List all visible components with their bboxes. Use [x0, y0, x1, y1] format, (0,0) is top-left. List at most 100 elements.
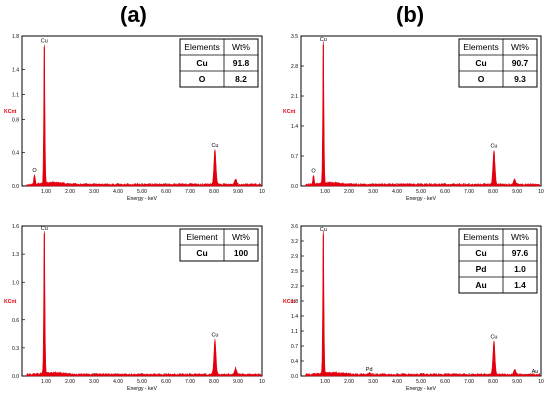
peak-label: Cu	[41, 226, 48, 232]
y-tick-label: 0.4	[291, 359, 298, 365]
peak-label: Cu	[41, 39, 48, 45]
table-cell: Cu	[196, 248, 207, 258]
x-tick-label: 3.00	[368, 379, 378, 385]
x-tick-label: 5.00	[137, 379, 147, 385]
peak-label: Cu	[490, 143, 497, 149]
x-tick-label: 10	[259, 379, 265, 385]
y-tick-label: 2.9	[291, 254, 298, 260]
x-tick-label: 10	[259, 189, 265, 195]
y-tick-label: 0.6	[12, 318, 19, 324]
y-tick-label: 2.2	[291, 284, 298, 290]
y-tick-label: 1.4	[291, 124, 298, 130]
peak-label: Pd	[366, 367, 373, 373]
table-cell: Cu	[475, 58, 486, 68]
table-cell: 97.6	[512, 248, 529, 258]
x-tick-label: 3.00	[89, 379, 99, 385]
peak-label: Cu	[490, 335, 497, 341]
x-axis-label: Energy - keV	[406, 386, 437, 392]
y-tick-label: 1.3	[12, 252, 19, 258]
x-tick-label: 10	[538, 189, 544, 195]
x-axis-label: Energy - keV	[406, 196, 437, 202]
spectrum-panel-a-bottom: 0.0 0.3 0.6 1.0 1.3 1.6 KCnt 1.00 2.00 3.00 4.00 5.…	[4, 224, 265, 392]
table-cell: Pd	[476, 264, 487, 274]
x-tick-label: 4.00	[113, 379, 123, 385]
x-tick-label: 8.00	[488, 189, 498, 195]
peak-label: O	[32, 168, 37, 174]
x-tick-label: 4.00	[113, 189, 123, 195]
table-header-cell: Wt%	[232, 232, 250, 242]
spectrum-series	[305, 230, 541, 377]
x-tick-label: 7.00	[185, 379, 195, 385]
y-tick-label: 0.4	[12, 151, 19, 157]
x-tick-label: 2.00	[65, 189, 75, 195]
spectrum-panel-b-bottom: 0.0 0.4 0.7 1.1 1.4 1.8 2.2 2.5 2.9 3.2 3.6 KCnt 1.0…	[283, 224, 544, 392]
y-axis-label: KCnt	[283, 299, 296, 305]
x-tick-label: 1.00	[41, 379, 51, 385]
table-cell: 100	[234, 248, 248, 258]
x-tick-label: 3.00	[368, 189, 378, 195]
x-tick-label: 9.00	[233, 189, 243, 195]
table-header-cell: Elements	[463, 42, 498, 52]
y-tick-label: 0.7	[291, 344, 298, 350]
table-cell: 9.3	[514, 74, 526, 84]
spectrum-series	[26, 44, 262, 187]
table-cell: 90.7	[512, 58, 529, 68]
x-tick-label: 6.00	[440, 189, 450, 195]
y-tick-label: 0.8	[12, 117, 19, 123]
x-tick-label: 9.00	[233, 379, 243, 385]
y-axis-label: KCnt	[283, 109, 296, 115]
x-tick-label: 1.00	[41, 189, 51, 195]
table-cell: 91.8	[233, 58, 250, 68]
x-tick-label: 7.00	[185, 189, 195, 195]
y-tick-label: 2.8	[291, 64, 298, 70]
y-tick-label: 1.1	[12, 92, 19, 98]
x-tick-label: 8.00	[209, 189, 219, 195]
spectrum-series	[26, 231, 262, 377]
x-tick-label: 1.00	[320, 379, 330, 385]
peak-label: O	[311, 168, 316, 174]
x-tick-label: 7.00	[464, 189, 474, 195]
y-tick-label: 0.0	[291, 374, 298, 380]
x-tick-label: 5.00	[416, 379, 426, 385]
peak-label: Cu	[320, 37, 327, 43]
y-tick-label: 2.1	[291, 94, 298, 100]
x-tick-label: 6.00	[440, 379, 450, 385]
y-tick-label: 0.0	[291, 184, 298, 190]
x-axis-label: Energy - keV	[127, 196, 158, 202]
x-tick-label: 9.00	[512, 189, 522, 195]
table-header-cell: Element	[186, 232, 218, 242]
y-axis-label: KCnt	[4, 109, 17, 115]
table-cell: 1.4	[514, 280, 526, 290]
y-tick-label: 0.0	[12, 374, 19, 380]
table-cell: O	[478, 74, 485, 84]
y-tick-label: 1.4	[12, 67, 19, 73]
table-header-cell: Wt%	[511, 42, 529, 52]
x-axis-label: Energy - keV	[127, 386, 158, 392]
table-header-cell: Elements	[184, 42, 219, 52]
x-tick-label: 8.00	[488, 379, 498, 385]
table-cell: Au	[475, 280, 486, 290]
spectrum-panel-b-top: 0.0 0.7 1.4 2.1 2.8 3.5 KCnt 1.00 2.00 3.00 4.00 5.…	[283, 34, 544, 202]
spectrum-panel-a-top: 0.0 0.4 0.8 1.1 1.4 1.8 KCnt 1.00 2.00 3.00 4.00 5.…	[4, 34, 265, 202]
spectrum-series	[305, 41, 541, 187]
element-table	[458, 38, 538, 88]
y-tick-label: 1.0	[12, 280, 19, 286]
y-tick-label: 1.4	[291, 314, 298, 320]
x-tick-label: 6.00	[161, 189, 171, 195]
panel-letter-a: (a)	[120, 2, 147, 27]
table-header-cell: Wt%	[511, 232, 529, 242]
y-tick-label: 1.8	[291, 299, 298, 305]
element-table	[179, 38, 259, 88]
x-tick-label: 6.00	[161, 379, 171, 385]
table-header-cell: Elements	[463, 232, 498, 242]
table-cell: O	[199, 74, 206, 84]
y-tick-label: 3.6	[291, 224, 298, 230]
y-tick-label: 2.5	[291, 269, 298, 275]
x-tick-label: 9.00	[512, 379, 522, 385]
peak-label: Cu	[320, 227, 327, 233]
table-cell: 8.2	[235, 74, 247, 84]
x-tick-label: 5.00	[416, 189, 426, 195]
x-tick-label: 4.00	[392, 379, 402, 385]
x-tick-label: 5.00	[137, 189, 147, 195]
y-tick-label: 1.6	[12, 224, 19, 230]
